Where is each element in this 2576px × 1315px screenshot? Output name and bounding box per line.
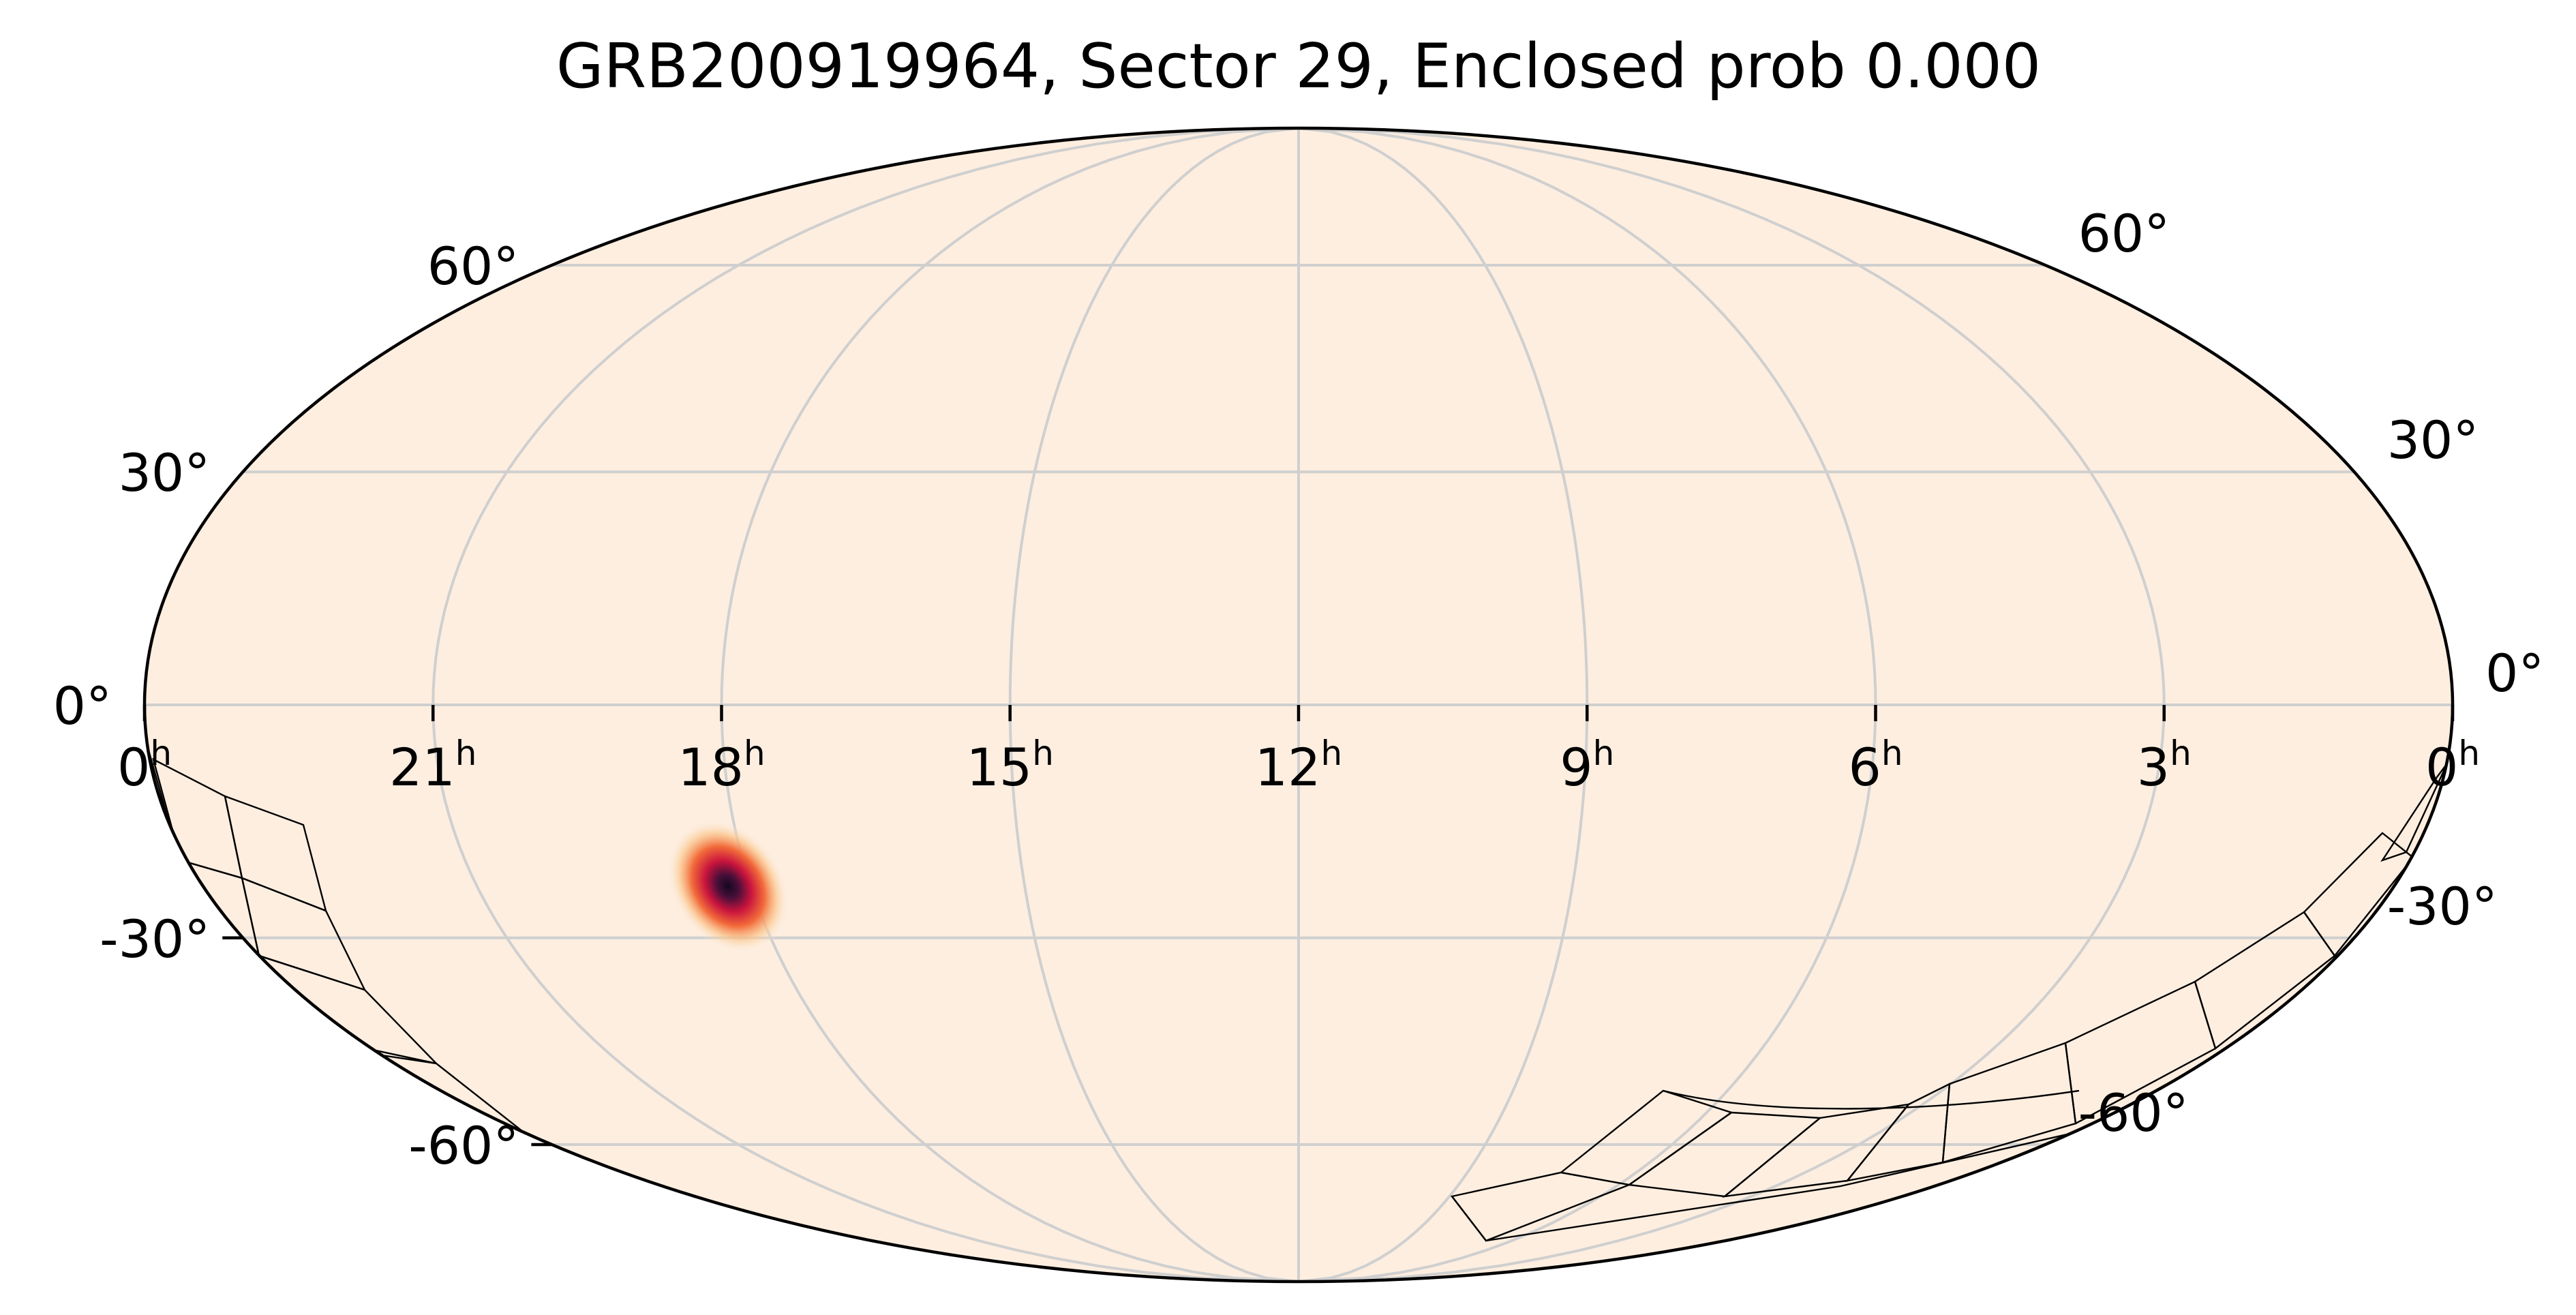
dec-tick-label-left: 60°: [427, 236, 519, 297]
ra-tick-superscript: h: [1593, 734, 1615, 773]
ra-tick-label: 18h: [678, 734, 765, 798]
probability-hotspot: [667, 819, 789, 953]
ra-tick-superscript: h: [1321, 734, 1343, 773]
ra-tick-label: 12h: [1255, 734, 1342, 798]
dec-tick-label-left: -30°: [100, 909, 210, 969]
dec-tick-label-right: -30°: [2387, 876, 2498, 937]
ra-tick-label: 9h: [1560, 734, 1614, 798]
ra-tick-labels: 0h 21h 18h 15h 12h 9h 6h 3h 0h: [117, 734, 2480, 798]
ra-tick-hours: 6: [1848, 737, 1881, 798]
ra-tick-superscript: h: [150, 734, 172, 773]
dec-tick-label-right: 30°: [2387, 410, 2479, 470]
ra-tick-superscript: h: [455, 734, 477, 773]
ra-tick-marks: [142, 705, 2455, 721]
dec-tick-label-left: 0°: [53, 676, 112, 736]
chart-title: GRB200919964, Sector 29, Enclosed prob 0…: [556, 31, 2041, 102]
ra-tick-hours: 18: [678, 737, 744, 798]
ra-tick-label: 6h: [1848, 734, 1903, 798]
dec-tick-labels: 60° 30° 0° -30° -60° 60° 30° 0° -30° -60°: [53, 203, 2545, 1176]
ra-tick-superscript: h: [744, 734, 766, 773]
dec-tick-label-left: -60°: [408, 1115, 519, 1176]
ra-tick-label: 0h: [2425, 734, 2480, 798]
ra-tick-label: 3h: [2137, 734, 2192, 798]
ra-tick-label: 15h: [967, 734, 1054, 798]
dec-tick-label-right: 60°: [2078, 203, 2170, 264]
ra-tick-superscript: h: [2170, 734, 2192, 773]
dec-tick-marks: [222, 936, 552, 1147]
ra-tick-hours: 0: [2425, 737, 2458, 798]
footprint-right-12: [1663, 1089, 2080, 1110]
ra-tick-superscript: h: [1881, 734, 1903, 773]
ra-tick-hours: 9: [1560, 737, 1592, 798]
ra-tick-superscript: h: [1032, 734, 1054, 773]
dec-tick-label-right: 0°: [2485, 643, 2544, 704]
dec-tick-label-left: 30°: [119, 442, 211, 503]
footprint-right-1: [2380, 763, 2449, 862]
dec-tick-label-right: -60°: [2078, 1083, 2189, 1143]
ra-tick-hours: 21: [389, 737, 455, 798]
ra-tick-hours: 0: [117, 737, 150, 798]
ra-tick-hours: 15: [967, 737, 1033, 798]
ra-tick-hours: 3: [2137, 737, 2170, 798]
ra-tick-label: 0h: [117, 734, 172, 798]
ra-tick-superscript: h: [2458, 734, 2480, 773]
ra-tick-hours: 12: [1255, 737, 1321, 798]
ra-tick-label: 21h: [389, 734, 476, 798]
